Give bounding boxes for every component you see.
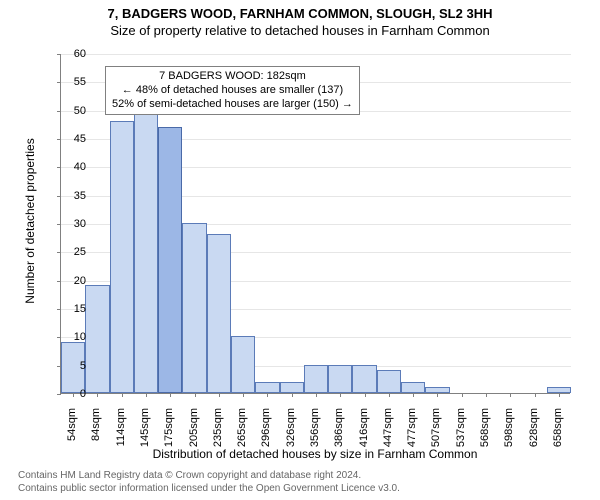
xtick-mark [97,393,98,397]
xtick-mark [170,393,171,397]
histogram-bar [231,336,255,393]
xtick-mark [437,393,438,397]
xtick-mark [267,393,268,397]
xtick-label: 598sqm [503,408,515,468]
callout-box: 7 BADGERS WOOD: 182sqm ← 48% of detached… [105,66,360,115]
histogram-bar [110,121,134,393]
xtick-label: 84sqm [90,408,102,468]
ytick-label: 55 [56,76,86,88]
xtick-mark [195,393,196,397]
xtick-mark [219,393,220,397]
xtick-label: 175sqm [163,408,175,468]
y-axis-label: Number of detached properties [23,71,37,371]
ytick-label: 15 [56,303,86,315]
xtick-label: 507sqm [430,408,442,468]
xtick-label: 205sqm [188,408,200,468]
ytick-label: 40 [56,161,86,173]
xtick-mark [316,393,317,397]
chart-area: 7 BADGERS WOOD: 182sqm ← 48% of detached… [60,54,570,394]
xtick-mark [292,393,293,397]
xtick-label: 628sqm [528,408,540,468]
xtick-mark [243,393,244,397]
xtick-label: 568sqm [479,408,491,468]
ytick-label: 60 [56,48,86,60]
histogram-bar [328,365,352,393]
histogram-bar [182,223,206,393]
xtick-label: 356sqm [309,408,321,468]
xtick-mark [413,393,414,397]
ytick-label: 45 [56,133,86,145]
ytick-label: 20 [56,275,86,287]
xtick-label: 416sqm [358,408,370,468]
ytick-label: 10 [56,331,86,343]
footer-line2: Contains public sector information licen… [18,483,400,494]
xtick-label: 537sqm [455,408,467,468]
ytick-label: 0 [56,388,86,400]
ytick-label: 25 [56,246,86,258]
histogram-bar [85,285,109,393]
xtick-label: 658sqm [552,408,564,468]
xtick-mark [559,393,560,397]
xtick-mark [389,393,390,397]
xtick-mark [122,393,123,397]
histogram-bar [207,234,231,393]
xtick-label: 54sqm [66,408,78,468]
title-address: 7, BADGERS WOOD, FARNHAM COMMON, SLOUGH,… [0,0,600,21]
ytick-label: 30 [56,218,86,230]
callout-line2: ← 48% of detached houses are smaller (13… [112,84,353,98]
xtick-label: 326sqm [285,408,297,468]
callout-line1: 7 BADGERS WOOD: 182sqm [112,70,353,84]
xtick-mark [510,393,511,397]
chart-container: { "title": { "line1": "7, BADGERS WOOD, … [0,0,600,500]
gridline [61,54,571,55]
xtick-label: 114sqm [115,408,127,468]
xtick-mark [365,393,366,397]
footer-line1: Contains HM Land Registry data © Crown c… [18,470,361,481]
xtick-mark [462,393,463,397]
histogram-bar [255,382,279,393]
ytick-label: 35 [56,190,86,202]
ytick-label: 5 [56,360,86,372]
xtick-mark [146,393,147,397]
callout-line3: 52% of semi-detached houses are larger (… [112,98,353,112]
title-subtitle: Size of property relative to detached ho… [0,21,600,38]
xtick-mark [535,393,536,397]
xtick-label: 265sqm [236,408,248,468]
xtick-mark [486,393,487,397]
xtick-label: 145sqm [139,408,151,468]
histogram-bar [280,382,304,393]
histogram-bar [304,365,328,393]
ytick-label: 50 [56,105,86,117]
xtick-label: 296sqm [260,408,272,468]
histogram-bar [134,110,158,393]
histogram-bar [158,127,182,393]
xtick-label: 477sqm [406,408,418,468]
xtick-label: 447sqm [382,408,394,468]
histogram-bar [401,382,425,393]
xtick-label: 386sqm [333,408,345,468]
histogram-bar [352,365,376,393]
histogram-bar [377,370,401,393]
xtick-mark [340,393,341,397]
xtick-label: 235sqm [212,408,224,468]
